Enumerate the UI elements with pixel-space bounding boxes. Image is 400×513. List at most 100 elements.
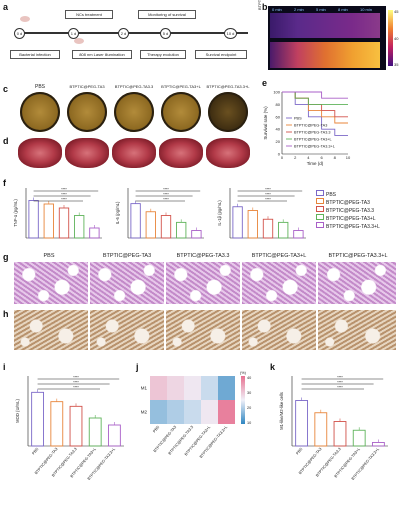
significance-label: ****	[61, 193, 67, 197]
colorbar-tick: 40	[247, 376, 251, 380]
legend-label: BTPTIC@PEG-TA3.3+L	[294, 145, 335, 149]
panel-b-label: b	[262, 2, 268, 12]
bar	[69, 405, 83, 447]
panel-a-label: a	[3, 2, 9, 12]
day-10-node: 10 d	[224, 28, 237, 39]
colorbar-unit: (%)	[240, 371, 247, 375]
thermal-row-2	[270, 42, 380, 68]
ihc-stain-image	[14, 310, 88, 350]
y-tick-label: 80	[276, 102, 281, 107]
panel-i-label: i	[3, 362, 6, 372]
y-axis-label: Survival rate (%)	[263, 106, 268, 140]
lung-image	[206, 138, 250, 168]
thermal-row-label: BTPTIC@PEG-TA3	[257, 0, 262, 10]
heatmap-cell	[150, 376, 167, 400]
ihc-stain-image	[90, 310, 164, 350]
heatmap-cell	[218, 400, 235, 424]
survival-line	[282, 91, 348, 105]
x-tick-label: 0	[281, 155, 284, 160]
colorbar-max: 45	[394, 9, 399, 14]
day-5-node: 5 d	[160, 28, 171, 39]
panel-e-label: e	[262, 78, 268, 88]
day-1-node: 1 d	[68, 28, 79, 39]
heatmap-cell	[201, 400, 218, 424]
bacterial-box: Bacterial infection	[10, 50, 60, 59]
monitoring-box: Monitoring of survival	[138, 10, 196, 19]
therapy-box: Therapy evolution	[140, 50, 186, 59]
ihc-stain-image	[318, 310, 396, 350]
culture-dish	[161, 92, 201, 132]
laser-box: 808 nm Laser illumination	[72, 50, 132, 59]
significance-label: ****	[73, 381, 79, 385]
bar	[191, 230, 202, 239]
group-label-ta33: BTPTIC@PEG-TA3.3	[114, 84, 154, 89]
survival-line	[282, 91, 348, 99]
bar	[160, 215, 172, 239]
legend-item: BTPTIC@PEG-TA3	[316, 198, 398, 206]
bar	[295, 400, 309, 447]
panel-f-label: f	[3, 178, 6, 188]
mod-chart: MOD (U/mL)PBSBTPTIC@PEG-TA3BTPTIC@PEG-TA…	[15, 376, 124, 481]
bar	[232, 206, 243, 239]
bar	[247, 210, 258, 239]
heatmap-cell	[201, 376, 218, 400]
histology-group-label: BTPTIC@PEG-TA3.3	[176, 253, 230, 259]
significance-label: ****	[265, 193, 271, 197]
heatmap-cell	[167, 376, 184, 400]
panel-c-label: c	[3, 84, 9, 94]
time-label: 5 min	[316, 7, 326, 12]
legend-item: BTPTIC@PEG-TA3.3	[316, 206, 398, 214]
bar	[43, 203, 54, 239]
bar	[130, 203, 141, 239]
culture-dish	[20, 92, 60, 132]
colorbar-tick: 30	[247, 391, 251, 395]
significance-label: ****	[163, 188, 169, 192]
bar	[293, 230, 304, 239]
day-0-node: 0 d	[14, 28, 25, 39]
lung-image	[65, 138, 109, 168]
y-axis-label: IL-6 (pg/mL)	[115, 201, 120, 224]
mouse-icon	[74, 38, 84, 44]
m1-m2-ratio-chart: M1-like/M2-like cellsPBSBTPTIC@PEG-TA3BT…	[279, 376, 388, 481]
il1b-chart: IL-1β (pg/mL)************	[217, 188, 306, 239]
bar	[107, 424, 121, 447]
he-stain-image	[166, 262, 240, 304]
y-tick-label: 20	[276, 139, 281, 144]
heatmap-cell	[218, 376, 235, 400]
group-label-pbs: PBS	[34, 84, 45, 90]
significance-label: ****	[337, 386, 343, 390]
macrophage-heatmap: M1M2PBSBTPTIC@PEG-TA3BTPTIC@PEG-TA3.3BTP…	[141, 371, 252, 459]
significance-label: ****	[265, 198, 271, 202]
colorbar-min: 35	[394, 62, 399, 67]
lung-image	[112, 138, 156, 168]
time-label: 0 min	[272, 7, 282, 12]
culture-dish	[114, 92, 154, 132]
histology-group-label: BTPTIC@PEG-TA3.3+L	[328, 253, 388, 259]
he-stain-image	[14, 262, 88, 304]
significance-label: ****	[73, 386, 79, 390]
bar	[352, 429, 366, 447]
legend-item: PBS	[316, 190, 398, 198]
legend-label: PBS	[294, 117, 302, 121]
x-tick-label: PBS	[31, 447, 39, 456]
y-tick-label: 60	[276, 114, 281, 119]
bar	[50, 401, 64, 447]
bar	[88, 417, 102, 447]
culture-dish	[208, 92, 248, 132]
bar	[89, 227, 100, 239]
significance-label: ****	[61, 198, 67, 202]
legend-label: BTPTIC@PEG-TA3+L	[294, 138, 332, 142]
y-tick-label: 0	[278, 152, 281, 157]
x-tick-label: PBS	[295, 447, 303, 456]
histology-group-label: BTPTIC@PEG-TA3+L	[251, 253, 307, 259]
x-tick-label: 4	[307, 155, 310, 160]
colorbar-mid: 40	[394, 36, 399, 41]
endpoint-box: Survival endpoint	[195, 50, 247, 59]
lung-image	[18, 138, 62, 168]
colorbar-tick: 20	[247, 406, 251, 410]
panel-j-label: j	[136, 362, 139, 372]
colorbar-tick: 10	[247, 421, 251, 425]
group-label-ta33l: BTPTIC@PEG-TA3.3+L	[206, 84, 250, 89]
y-axis-label: TNF-α (pg/mL)	[13, 199, 18, 227]
culture-dish	[67, 92, 107, 132]
